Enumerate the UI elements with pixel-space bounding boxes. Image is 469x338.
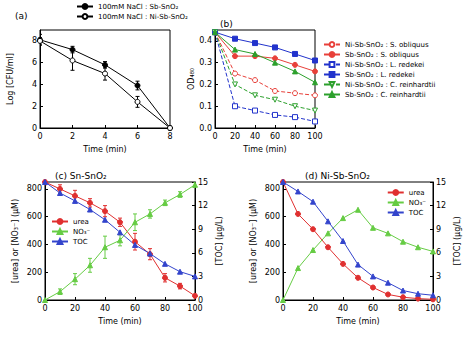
svg-text:400: 400 bbox=[27, 240, 42, 249]
svg-text:0.1: 0.1 bbox=[199, 102, 212, 111]
svg-text:6: 6 bbox=[198, 248, 203, 257]
svg-text:(d) Ni-Sb-SnO₂: (d) Ni-Sb-SnO₂ bbox=[305, 171, 370, 181]
svg-text:Sb-SnO₂ : L. redekei: Sb-SnO₂ : L. redekei bbox=[345, 71, 415, 79]
svg-text:8: 8 bbox=[32, 36, 37, 45]
svg-text:2: 2 bbox=[70, 132, 75, 141]
svg-text:3: 3 bbox=[198, 272, 203, 281]
svg-text:80: 80 bbox=[290, 132, 300, 141]
svg-text:40: 40 bbox=[338, 304, 348, 313]
svg-text:NO₃⁻: NO₃⁻ bbox=[409, 199, 427, 207]
svg-text:(c) Sn-SnO₂: (c) Sn-SnO₂ bbox=[55, 171, 107, 181]
svg-text:800: 800 bbox=[27, 184, 42, 193]
svg-text:Time (min): Time (min) bbox=[242, 145, 286, 154]
svg-text:9: 9 bbox=[436, 225, 441, 234]
svg-text:20: 20 bbox=[230, 132, 240, 141]
svg-text:400: 400 bbox=[265, 240, 280, 249]
svg-text:Sb-SnO₂ : S. obliquus: Sb-SnO₂ : S. obliquus bbox=[345, 51, 419, 59]
svg-text:(a): (a) bbox=[15, 11, 28, 21]
svg-text:Ni-Sb-SnO₂ : L. redekei: Ni-Sb-SnO₂ : L. redekei bbox=[345, 61, 424, 69]
svg-text:NO₃⁻: NO₃⁻ bbox=[73, 228, 91, 236]
svg-text:urea: urea bbox=[73, 218, 89, 226]
svg-text:0: 0 bbox=[275, 296, 280, 305]
svg-text:0.2: 0.2 bbox=[199, 80, 212, 89]
svg-text:Time (min): Time (min) bbox=[97, 317, 141, 326]
svg-text:100: 100 bbox=[425, 304, 440, 313]
svg-text:20: 20 bbox=[308, 304, 318, 313]
svg-text:3: 3 bbox=[436, 272, 441, 281]
svg-text:8: 8 bbox=[167, 132, 172, 141]
svg-text:6: 6 bbox=[135, 132, 140, 141]
svg-text:0: 0 bbox=[37, 296, 42, 305]
svg-text:12: 12 bbox=[436, 201, 446, 210]
svg-text:0: 0 bbox=[42, 304, 47, 313]
svg-text:100mM NaCl : Ni-Sb-SnO₂: 100mM NaCl : Ni-Sb-SnO₂ bbox=[98, 13, 188, 21]
svg-text:80: 80 bbox=[160, 304, 170, 313]
svg-text:80: 80 bbox=[398, 304, 408, 313]
svg-text:9: 9 bbox=[198, 225, 203, 234]
svg-text:60: 60 bbox=[270, 132, 280, 141]
svg-text:800: 800 bbox=[265, 184, 280, 193]
svg-text:0.0: 0.0 bbox=[199, 124, 212, 133]
svg-text:[TOC] (μg/L): [TOC] (μg/L) bbox=[453, 216, 462, 265]
svg-text:[TOC] (μg/L): [TOC] (μg/L) bbox=[215, 216, 224, 265]
svg-text:Sb-SnO₂ : C. reinhardtii: Sb-SnO₂ : C. reinhardtii bbox=[345, 91, 426, 99]
svg-text:4: 4 bbox=[102, 132, 107, 141]
svg-text:4: 4 bbox=[32, 80, 37, 89]
svg-text:15: 15 bbox=[198, 178, 208, 187]
svg-text:200: 200 bbox=[27, 268, 42, 277]
svg-text:Time (min): Time (min) bbox=[82, 145, 126, 154]
svg-text:0: 0 bbox=[212, 132, 217, 141]
svg-text:0.3: 0.3 bbox=[199, 58, 212, 67]
svg-text:Time (min): Time (min) bbox=[335, 317, 379, 326]
svg-text:[urea] or [NO₃⁻] (μM): [urea] or [NO₃⁻] (μM) bbox=[249, 199, 258, 283]
svg-text:TOC: TOC bbox=[408, 209, 424, 217]
svg-text:urea: urea bbox=[409, 189, 425, 197]
svg-text:600: 600 bbox=[27, 212, 42, 221]
svg-text:0: 0 bbox=[436, 295, 442, 305]
svg-text:[urea] or [NO₃⁻] (μM): [urea] or [NO₃⁻] (μM) bbox=[11, 199, 20, 283]
svg-text:TOC: TOC bbox=[72, 238, 88, 246]
svg-text:60: 60 bbox=[130, 304, 140, 313]
svg-text:0: 0 bbox=[198, 295, 204, 305]
svg-text:Log [CFU/ml]: Log [CFU/ml] bbox=[6, 53, 15, 105]
svg-text:40: 40 bbox=[100, 304, 110, 313]
svg-text:(b): (b) bbox=[220, 19, 233, 29]
svg-text:100: 100 bbox=[307, 132, 322, 141]
svg-text:100: 100 bbox=[187, 304, 202, 313]
svg-text:Ni-Sb-SnO₂ : C. reinhardtii: Ni-Sb-SnO₂ : C. reinhardtii bbox=[345, 81, 435, 89]
svg-text:600: 600 bbox=[265, 212, 280, 221]
svg-text:100mM NaCl : Sb-SnO₂: 100mM NaCl : Sb-SnO₂ bbox=[98, 3, 178, 11]
svg-text:20: 20 bbox=[70, 304, 80, 313]
svg-text:0: 0 bbox=[280, 304, 285, 313]
svg-text:Ni-Sb-SnO₂ : S. obliquus: Ni-Sb-SnO₂ : S. obliquus bbox=[345, 41, 429, 49]
svg-text:15: 15 bbox=[436, 178, 446, 187]
svg-text:12: 12 bbox=[198, 201, 208, 210]
svg-text:40: 40 bbox=[250, 132, 260, 141]
svg-text:2: 2 bbox=[32, 102, 37, 111]
svg-text:OD₄₈₀: OD₄₈₀ bbox=[187, 68, 196, 90]
svg-text:0: 0 bbox=[32, 124, 37, 133]
svg-text:200: 200 bbox=[265, 268, 280, 277]
svg-text:6: 6 bbox=[32, 58, 37, 67]
svg-text:0.4: 0.4 bbox=[199, 36, 212, 45]
svg-text:0: 0 bbox=[37, 132, 42, 141]
svg-text:60: 60 bbox=[368, 304, 378, 313]
svg-text:6: 6 bbox=[436, 248, 441, 257]
